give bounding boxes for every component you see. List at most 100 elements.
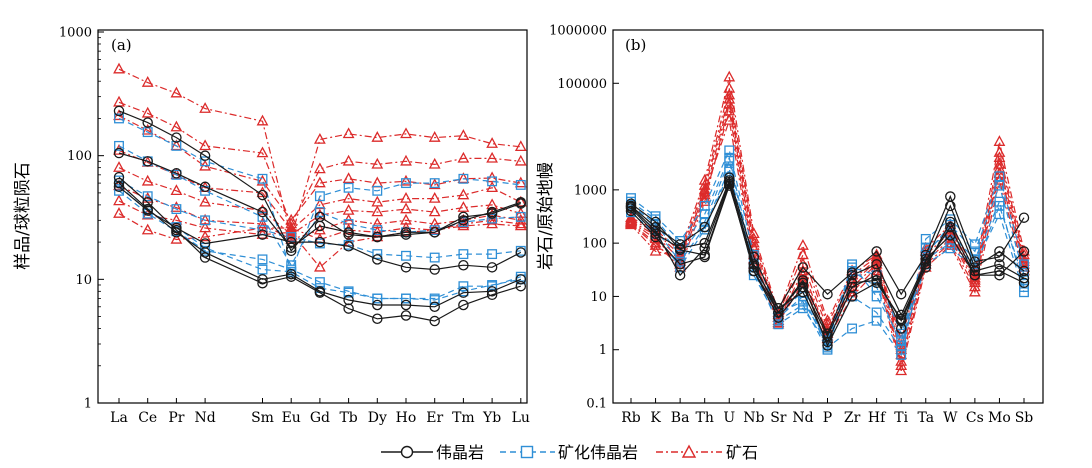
panel-a-data-point — [141, 223, 154, 235]
panel-a-data-point — [257, 277, 268, 289]
legend-pegmatite-label: 伟晶岩 — [436, 443, 484, 462]
panel-a-data-point — [142, 205, 153, 216]
panel-a-data-point — [170, 232, 183, 244]
panel-a-data-point — [199, 238, 211, 249]
panel-a-data-point — [487, 213, 498, 224]
panel-a-data-point — [458, 287, 469, 298]
panel-a-data-point — [256, 174, 269, 186]
panel-a-data-point — [457, 151, 470, 163]
panel-b-data-point — [993, 151, 1006, 163]
panel-b-series-pegmatite — [625, 176, 1030, 351]
panel-b-data-point — [1018, 265, 1030, 277]
panel-a-data-point — [458, 211, 469, 223]
panel-b-data-point — [797, 262, 809, 273]
panel-b-x-tick-label: Sb — [1015, 410, 1034, 426]
panel-b-data-point — [920, 243, 931, 254]
panel-b-data-point — [920, 262, 932, 273]
panel-b-ylabel: 岩石/原始地幔 — [536, 162, 556, 270]
panel-b-data-point — [674, 244, 686, 256]
panel-b-data-point — [797, 277, 809, 289]
panel-a-data-point — [514, 176, 527, 188]
panel-a-data-point — [257, 254, 268, 265]
panel-b-data-point — [822, 288, 833, 300]
panel-b-series-line — [630, 183, 1025, 344]
panel-b-data-point — [1018, 277, 1030, 289]
panel-a-data-point — [343, 182, 354, 193]
legend-pegmatite-marker — [400, 445, 414, 459]
panel-b-series-line — [630, 178, 1025, 336]
panel-a-data-point — [256, 203, 269, 215]
panel-a-data-point — [113, 95, 125, 107]
panel-b-data-point — [945, 221, 956, 233]
panel-b-data-point — [871, 259, 882, 270]
panel-b-data-point — [994, 246, 1005, 257]
panel-a-data-point — [514, 195, 527, 207]
panel-a-data-point — [200, 156, 211, 167]
panel-a-data-point — [486, 286, 498, 297]
panel-a-series-line — [118, 176, 521, 322]
panel-a-data-point — [314, 176, 326, 188]
panel-b-data-point — [994, 259, 1005, 270]
panel-b-data-point — [994, 251, 1005, 263]
panel-b-data-point — [699, 221, 710, 233]
panel-a-data-point — [199, 230, 211, 242]
panel-a-x-tick-label: Yb — [482, 410, 501, 426]
panel-b-data-point — [748, 251, 760, 263]
panel-a-data-point — [487, 280, 498, 290]
panel-a-data-point — [342, 127, 355, 139]
panel-a-data-point — [342, 172, 355, 184]
panel-a-data-point — [515, 198, 527, 209]
panel-a-data-point — [343, 303, 354, 314]
panel-a-data-point — [458, 281, 469, 292]
panel-a-data-point — [458, 299, 469, 311]
legend-item-ore: 矿石 — [656, 443, 758, 462]
panel-a-data-point — [142, 191, 153, 202]
panel-a-data-point — [487, 176, 498, 187]
panel-a-data-point — [400, 310, 412, 321]
panel-b-data-point — [674, 269, 686, 281]
panel-a-y-tick-label: 1 — [84, 397, 92, 412]
panel-b-data-point — [723, 97, 736, 109]
panel-b-data-point — [650, 228, 661, 240]
panel-b-x-tick-label: Cs — [966, 410, 984, 426]
panel-a-x-tick-label: Nd — [194, 410, 215, 426]
panel-a-data-point — [257, 206, 268, 218]
panel-b-data-point — [993, 146, 1006, 157]
panel-a-y-tick-label: 10 — [75, 273, 92, 288]
panel-a-ylabel: 样品/球粒陨石 — [13, 162, 33, 270]
panel-a-series-ore — [113, 62, 527, 242]
panel-b-x-tick-label: Rb — [621, 410, 641, 426]
panel-a-data-point — [515, 274, 527, 285]
panel-a-frame — [97, 29, 528, 404]
panel-b-series-group — [625, 70, 1030, 376]
panel-a-data-point — [171, 204, 182, 215]
panel-a-data-point — [401, 178, 411, 189]
panel-b-data-point — [846, 269, 858, 281]
panel-a-data-point — [141, 106, 154, 118]
panel-a-axes: 1 10 100 1000 La Ce Pr Nd Sm Eu Gd Tb Dy Ho Er Tm Yb Lu — [59, 26, 530, 427]
panel-a-data-point — [141, 174, 154, 186]
panel-a-series-mineralized-pegmatite — [114, 113, 526, 277]
panel-a-data-point — [141, 123, 154, 135]
panel-a-series-line — [118, 182, 522, 308]
panel-a-data-point — [372, 231, 383, 243]
panel-b-x-tick-label: Nd — [792, 410, 813, 426]
panel-a-data-point — [343, 241, 354, 252]
panel-a-data-point — [458, 173, 469, 184]
panel-b-data-point — [945, 243, 956, 254]
panel-a-data-point — [400, 299, 412, 311]
panel-a-data-point — [486, 137, 498, 148]
panel-a-data-point — [372, 299, 383, 311]
panel-a-x-tick-label: Pr — [168, 410, 184, 426]
panel-b-data-point — [698, 188, 711, 200]
panel-a-data-point — [170, 201, 183, 212]
panel-a-data-point — [458, 249, 469, 260]
panel-a-data-point — [429, 227, 440, 238]
panel-b-x-tick-label: Zr — [844, 410, 861, 426]
panel-a-data-point — [515, 179, 526, 190]
panel-b-data-point — [1019, 287, 1029, 298]
panel-a-x-tick-label: Er — [426, 410, 443, 426]
panel-a-data-point — [486, 181, 498, 193]
legend-ore-label: 矿石 — [726, 443, 758, 462]
legend-mineralized-pegmatite-marker — [520, 445, 534, 459]
